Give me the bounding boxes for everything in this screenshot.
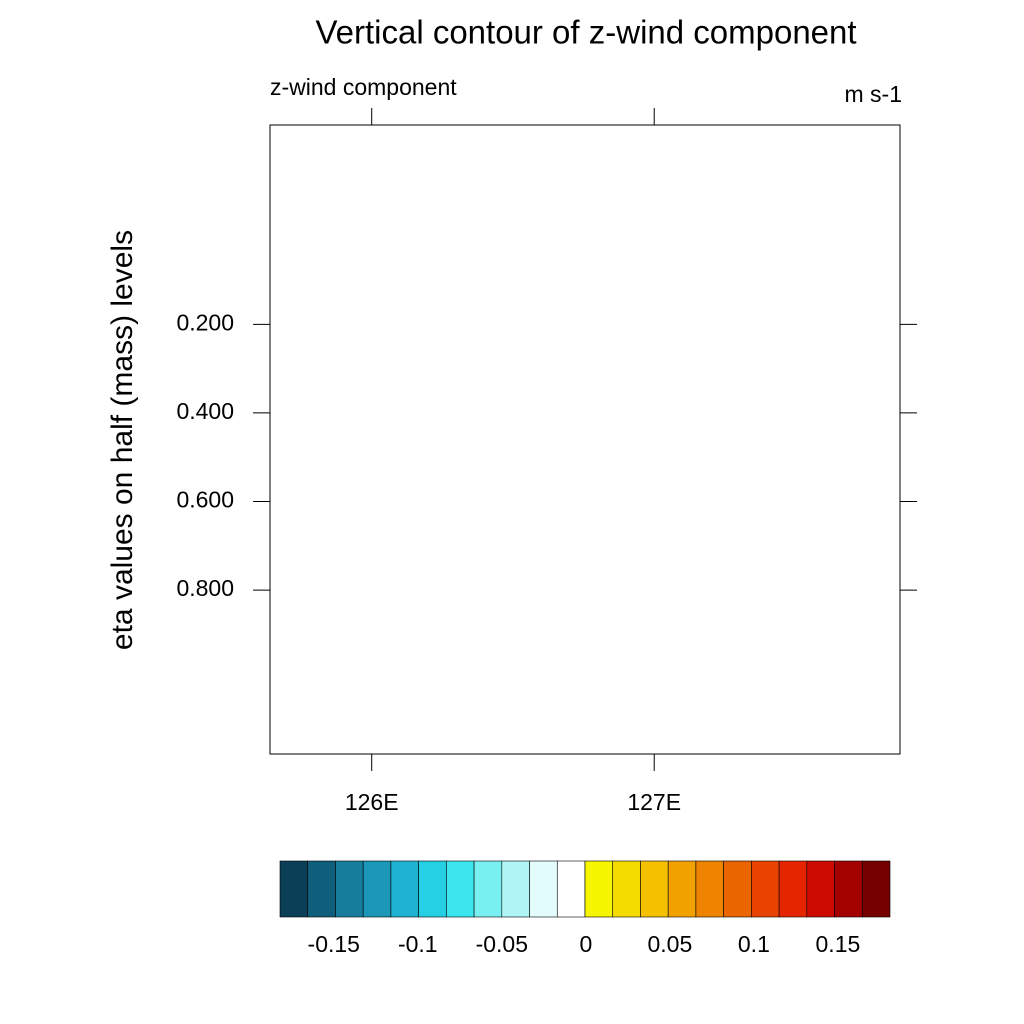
colorbar-box: [279, 860, 309, 918]
colorbar-box: [806, 860, 835, 918]
colorbar-box: [335, 860, 364, 918]
colorbar-box: [667, 860, 697, 918]
colorbar-box: [556, 860, 586, 918]
colorbar-box: [695, 860, 724, 918]
y-tick-label: 0.800: [176, 575, 234, 601]
colorbar-label: 0: [579, 931, 592, 957]
y-tick-label: 0.600: [176, 487, 234, 513]
x-tick-label: 127E: [627, 789, 681, 815]
colorbar-label: 0.05: [647, 931, 692, 957]
y-axis-label: eta values on half (mass) levels: [106, 230, 139, 650]
colorbar-box: [584, 860, 614, 918]
colorbar-box: [640, 860, 669, 918]
colorbar-box: [501, 860, 530, 918]
x-tick-label: 126E: [345, 789, 399, 815]
colorbar-box: [723, 860, 752, 918]
colorbar-box: [390, 860, 419, 918]
chart-title: Vertical contour of z-wind component: [315, 14, 856, 51]
y-tick-label: 0.200: [176, 309, 234, 335]
colorbar-box: [418, 860, 447, 918]
colorbar-box: [751, 860, 780, 918]
colorbar-label: -0.1: [398, 931, 438, 957]
colorbar-box: [446, 860, 475, 918]
colorbar-box: [612, 860, 641, 918]
plot-frame: [269, 124, 901, 755]
colorbar-label: 0.15: [816, 931, 861, 957]
colorbar-box: [473, 860, 503, 918]
colorbar-label: -0.15: [308, 931, 360, 957]
colorbar-box: [307, 860, 336, 918]
left-string: z-wind component: [270, 74, 457, 100]
colorbar-label: -0.05: [476, 931, 528, 957]
y-tick-label: 0.400: [176, 398, 234, 424]
colorbar-label: 0.1: [738, 931, 770, 957]
colorbar-box: [778, 860, 808, 918]
colorbar-box: [861, 860, 891, 918]
colorbar-box: [362, 860, 392, 918]
colorbar-box: [529, 860, 558, 918]
units-label: m s-1: [845, 81, 903, 107]
colorbar-box: [834, 860, 863, 918]
